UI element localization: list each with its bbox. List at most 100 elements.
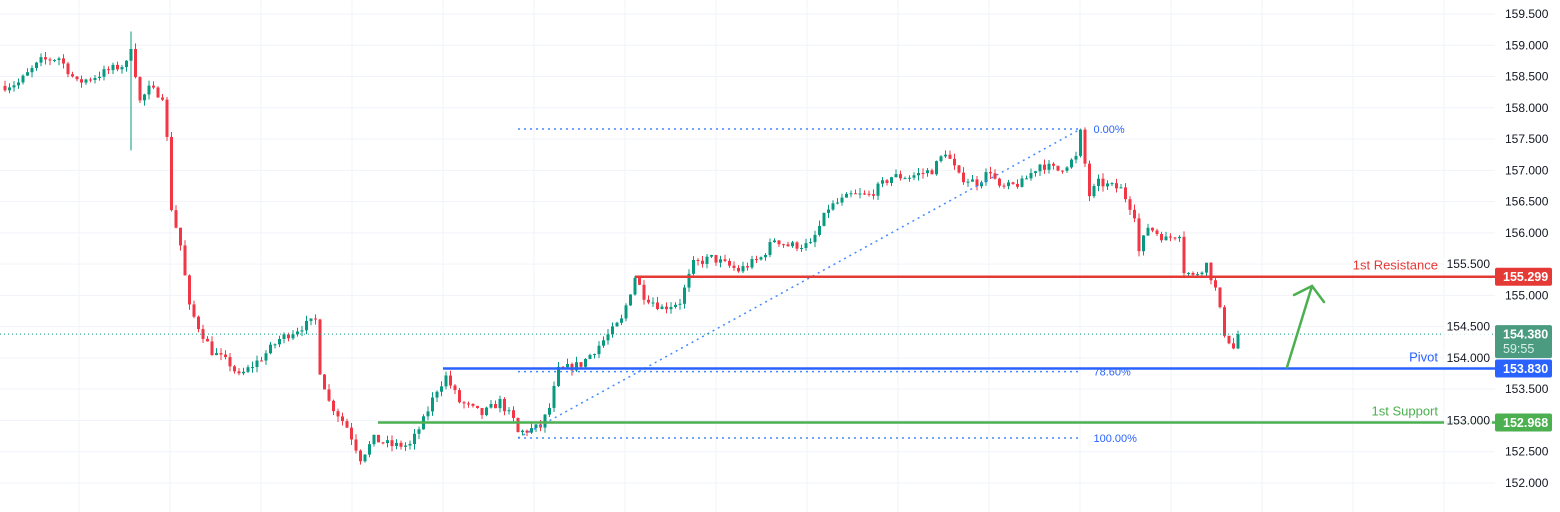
candle-body [458,390,461,403]
candle-body [408,444,412,446]
candle-body [521,430,524,433]
candle-body [80,79,83,83]
candle-body [575,362,578,371]
candle-body [156,87,160,98]
price-tick-label: 155.500 [1447,257,1491,271]
candle-body [39,57,43,63]
candle [1106,180,1109,191]
candle [1079,128,1082,158]
candle-body [35,62,38,69]
candle [17,78,20,89]
candle-body [404,445,407,447]
candle-body [917,173,920,176]
candle-body [687,273,691,288]
candle [1173,236,1177,241]
price-tick-label: 156.000 [1505,226,1549,240]
candle [638,277,641,286]
candle [665,302,668,314]
level-price-tag-text: 155.299 [1503,270,1548,284]
candle-body [867,193,871,195]
candle-body [746,266,749,268]
candle-body [948,154,952,159]
candle-body [165,99,169,137]
candle [804,238,808,251]
candle-body [93,77,97,80]
candle-body [192,304,196,317]
candle [93,75,97,84]
candle [867,190,871,197]
candle [998,177,1001,188]
candle [957,164,961,174]
candle [1043,159,1046,174]
candle-body [890,177,893,183]
candle [251,361,254,373]
candle-body [1214,280,1217,288]
candle-body [1061,170,1064,172]
candle [498,395,502,413]
candle [597,341,601,359]
candle-body [647,299,650,303]
candle-body [318,319,322,375]
candle [845,192,848,198]
candle [863,190,866,195]
candle-body [696,260,700,262]
candle [714,254,718,266]
candle [611,322,614,338]
candle-body [638,277,641,285]
candle [1065,166,1069,173]
candle-body [552,385,556,408]
candle-body [305,320,308,331]
candle [215,348,218,356]
candle [48,57,52,66]
candle [449,370,452,389]
candle [890,176,893,187]
candle-body [174,210,178,228]
candle [62,54,65,69]
candle [386,435,389,448]
candle [116,61,119,72]
candle [701,255,704,268]
candle-body [773,240,776,243]
candle [530,423,533,434]
candle [1034,170,1037,177]
candle-body [975,179,979,187]
candle [39,53,43,67]
candle [1092,183,1096,199]
candle [399,440,403,450]
candle [1164,231,1168,241]
candle [35,61,38,71]
candle [912,172,916,181]
candle [1115,178,1118,193]
candle [854,189,857,195]
candle-body [1047,163,1051,170]
level-price-tag [1495,267,1552,286]
grid [0,0,1495,512]
candle-body [1146,227,1150,236]
candle [1236,330,1240,350]
candle-body [570,363,574,371]
candle-body [1065,167,1069,171]
candle-body [831,203,835,210]
candle-body [885,180,889,183]
candle-body [188,275,191,305]
candle [975,175,979,191]
candle-body [363,454,367,462]
arrow-head [1292,284,1326,304]
candle-body [287,334,290,339]
candle [152,81,155,90]
candle-body [993,173,997,179]
candle-body [1205,262,1208,273]
candle [647,295,650,305]
candle-body [818,225,821,235]
candle-body [588,354,592,359]
candle [899,170,902,181]
candle-body [642,284,646,300]
candle [390,435,394,452]
candle [1128,196,1132,216]
candle-body [1124,187,1127,200]
candle-body [903,178,907,180]
candle-body [507,410,511,412]
price-axis[interactable]: 159.500 159.000 158.500 158.000 157.500 157.0… [1444,0,1560,512]
candle [615,321,619,327]
